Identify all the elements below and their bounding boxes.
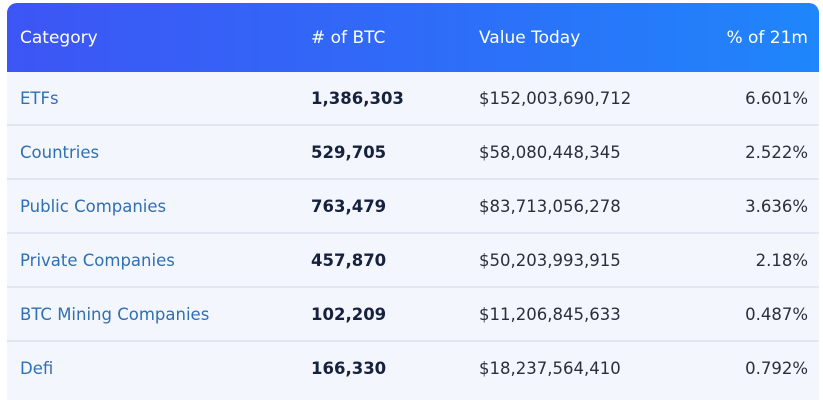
pct-of-21m: 2.18% — [755, 250, 808, 270]
value-today: $152,003,690,712 — [479, 88, 632, 108]
table-row: Public Companies 763,479 $83,713,056,278… — [7, 178, 819, 232]
btc-count: 102,209 — [311, 304, 387, 324]
pct-of-21m: 0.487% — [745, 304, 808, 324]
table-row: Private Companies 457,870 $50,203,993,91… — [7, 232, 819, 286]
category-link-countries[interactable]: Countries — [20, 142, 100, 162]
table-row: BTC Mining Companies 102,209 $11,206,845… — [7, 286, 819, 340]
header-btc: # of BTC — [311, 27, 386, 48]
table-body: ETFs 1,386,303 $152,003,690,712 6.601% C… — [7, 72, 819, 394]
category-link-private-companies[interactable]: Private Companies — [20, 250, 175, 270]
table-row: ETFs 1,386,303 $152,003,690,712 6.601% — [7, 72, 819, 124]
btc-count: 457,870 — [311, 250, 387, 270]
btc-count: 763,479 — [311, 196, 387, 216]
value-today: $18,237,564,410 — [479, 358, 621, 378]
value-today: $58,080,448,345 — [479, 142, 621, 162]
btc-count: 1,386,303 — [311, 88, 404, 108]
pct-of-21m: 0.792% — [745, 358, 808, 378]
pct-of-21m: 3.636% — [745, 196, 808, 216]
category-link-etfs[interactable]: ETFs — [20, 88, 59, 108]
category-link-btc-mining-companies[interactable]: BTC Mining Companies — [20, 304, 210, 324]
value-today: $83,713,056,278 — [479, 196, 621, 216]
table-row: Defi 166,330 $18,237,564,410 0.792% — [7, 340, 819, 394]
btc-count: 166,330 — [311, 358, 387, 378]
value-today: $11,206,845,633 — [479, 304, 621, 324]
header-category: Category — [20, 27, 98, 48]
header-pct: % of 21m — [726, 27, 808, 48]
pct-of-21m: 6.601% — [745, 88, 808, 108]
pct-of-21m: 2.522% — [745, 142, 808, 162]
table-row: Countries 529,705 $58,080,448,345 2.522% — [7, 124, 819, 178]
category-link-defi[interactable]: Defi — [20, 358, 54, 378]
table-header: Category # of BTC Value Today % of 21m — [7, 3, 819, 72]
btc-count: 529,705 — [311, 142, 387, 162]
category-link-public-companies[interactable]: Public Companies — [20, 196, 167, 216]
header-value: Value Today — [479, 27, 581, 48]
value-today: $50,203,993,915 — [479, 250, 621, 270]
btc-holdings-table: Category # of BTC Value Today % of 21m E… — [7, 3, 819, 400]
